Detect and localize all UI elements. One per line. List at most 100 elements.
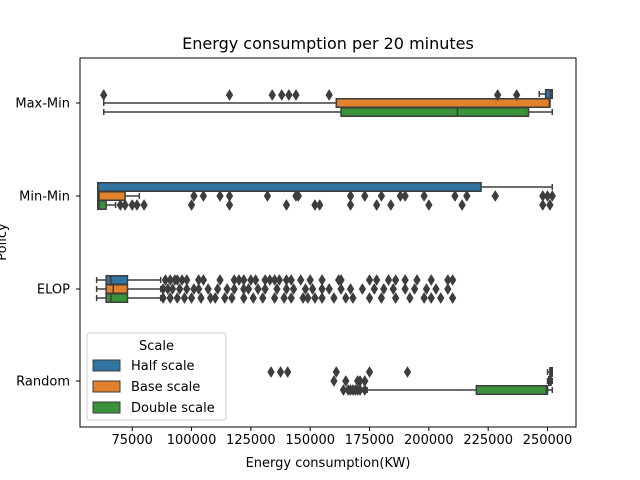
- outlier-point: [249, 292, 257, 304]
- outlier-point: [342, 292, 350, 304]
- outlier-point: [282, 199, 291, 211]
- outlier-point: [304, 292, 312, 304]
- box-min-min: [97, 200, 107, 210]
- box-elop: [105, 284, 129, 294]
- outlier-point: [216, 274, 224, 286]
- legend-frame: [86, 332, 227, 421]
- outlier-point: [133, 199, 141, 211]
- legend: Scale Half scale Base scale Double scale: [86, 332, 227, 421]
- outlier-point: [346, 283, 355, 295]
- outlier-point: [308, 283, 317, 295]
- legend-entry: Half scale: [131, 359, 195, 374]
- outlier-point: [384, 274, 393, 286]
- outlier-point: [173, 292, 181, 304]
- outlier-point: [330, 375, 338, 387]
- box-max-min: [335, 98, 551, 108]
- outlier-point: [365, 366, 374, 378]
- outlier-point: [267, 366, 275, 378]
- x-tick-label: 225000: [463, 433, 513, 448]
- outlier-point: [168, 283, 177, 295]
- series-base-scale: [95, 98, 556, 387]
- outlier-point: [216, 190, 224, 202]
- outlier-point: [282, 283, 291, 295]
- outlier-point: [437, 292, 445, 304]
- outlier-point: [349, 292, 357, 304]
- outlier-point: [297, 274, 305, 286]
- outlier-point: [244, 283, 253, 295]
- outlier-point: [199, 190, 208, 202]
- outlier-point: [259, 292, 267, 304]
- outlier-point: [420, 190, 428, 202]
- outlier-point: [539, 199, 547, 211]
- outlier-point: [342, 375, 350, 387]
- outlier-point: [175, 283, 184, 295]
- box-random: [475, 385, 549, 395]
- outlier-point: [380, 283, 388, 295]
- outlier-point: [278, 89, 286, 101]
- y-tick-label: Random: [16, 375, 70, 390]
- outlier-point: [387, 199, 395, 211]
- outlier-point: [444, 283, 452, 295]
- box-elop: [105, 275, 129, 285]
- box-min-min: [97, 182, 482, 192]
- x-tick-label: 125000: [226, 433, 276, 448]
- outlier-point: [289, 283, 298, 295]
- outlier-point: [276, 366, 285, 378]
- outlier-point: [306, 274, 314, 286]
- outlier-point: [159, 292, 167, 304]
- x-axis-label: Energy consumption(KW): [246, 456, 411, 471]
- outlier-point: [346, 199, 355, 211]
- outlier-point: [427, 292, 435, 304]
- outlier-point: [325, 283, 333, 295]
- outlier-point: [325, 89, 333, 101]
- outlier-point: [358, 283, 367, 295]
- series-half-scale: [95, 89, 554, 378]
- outlier-point: [225, 89, 234, 101]
- outlier-point: [372, 199, 381, 211]
- box-max-min: [340, 107, 530, 117]
- outlier-point: [166, 292, 174, 304]
- outlier-point: [370, 283, 378, 295]
- outlier-point: [294, 190, 303, 202]
- outlier-point: [377, 292, 386, 304]
- outlier-point: [301, 283, 310, 295]
- outlier-point: [546, 199, 554, 211]
- outlier-point: [389, 283, 397, 295]
- outlier-point: [223, 283, 231, 295]
- outlier-point: [228, 292, 236, 304]
- outlier-point: [140, 199, 148, 211]
- outlier-point: [548, 190, 556, 202]
- outlier-point: [410, 283, 419, 295]
- outlier-point: [190, 190, 198, 202]
- legend-entry: Double scale: [131, 401, 215, 416]
- outlier-point: [427, 274, 435, 286]
- outlier-point: [512, 89, 521, 101]
- outlier-point: [194, 283, 203, 295]
- outlier-point: [183, 283, 191, 295]
- outlier-point: [275, 274, 284, 286]
- x-tick-label: 200000: [404, 433, 454, 448]
- outlier-point: [491, 190, 500, 202]
- x-tick-label: 150000: [285, 433, 335, 448]
- outlier-point: [493, 89, 502, 101]
- x-tick-label: 175000: [345, 433, 395, 448]
- outlier-point: [330, 292, 338, 304]
- outlier-point: [332, 366, 340, 378]
- x-tick-label: 250000: [523, 433, 573, 448]
- plot-frame: [79, 57, 577, 428]
- outlier-point: [263, 190, 272, 202]
- outlier-point: [240, 292, 248, 304]
- legend-title: Scale: [139, 339, 174, 354]
- outlier-point: [403, 366, 412, 378]
- x-tick-label: 100000: [167, 433, 217, 448]
- outlier-point: [391, 274, 400, 286]
- outlier-point: [287, 274, 295, 286]
- outlier-point: [448, 274, 457, 286]
- outlier-point: [121, 199, 129, 211]
- outlier-point: [377, 190, 386, 202]
- outlier-point: [221, 292, 229, 304]
- legend-swatch: [92, 359, 121, 372]
- x-tick-label: 75000: [112, 433, 153, 448]
- outlier-point: [254, 283, 262, 295]
